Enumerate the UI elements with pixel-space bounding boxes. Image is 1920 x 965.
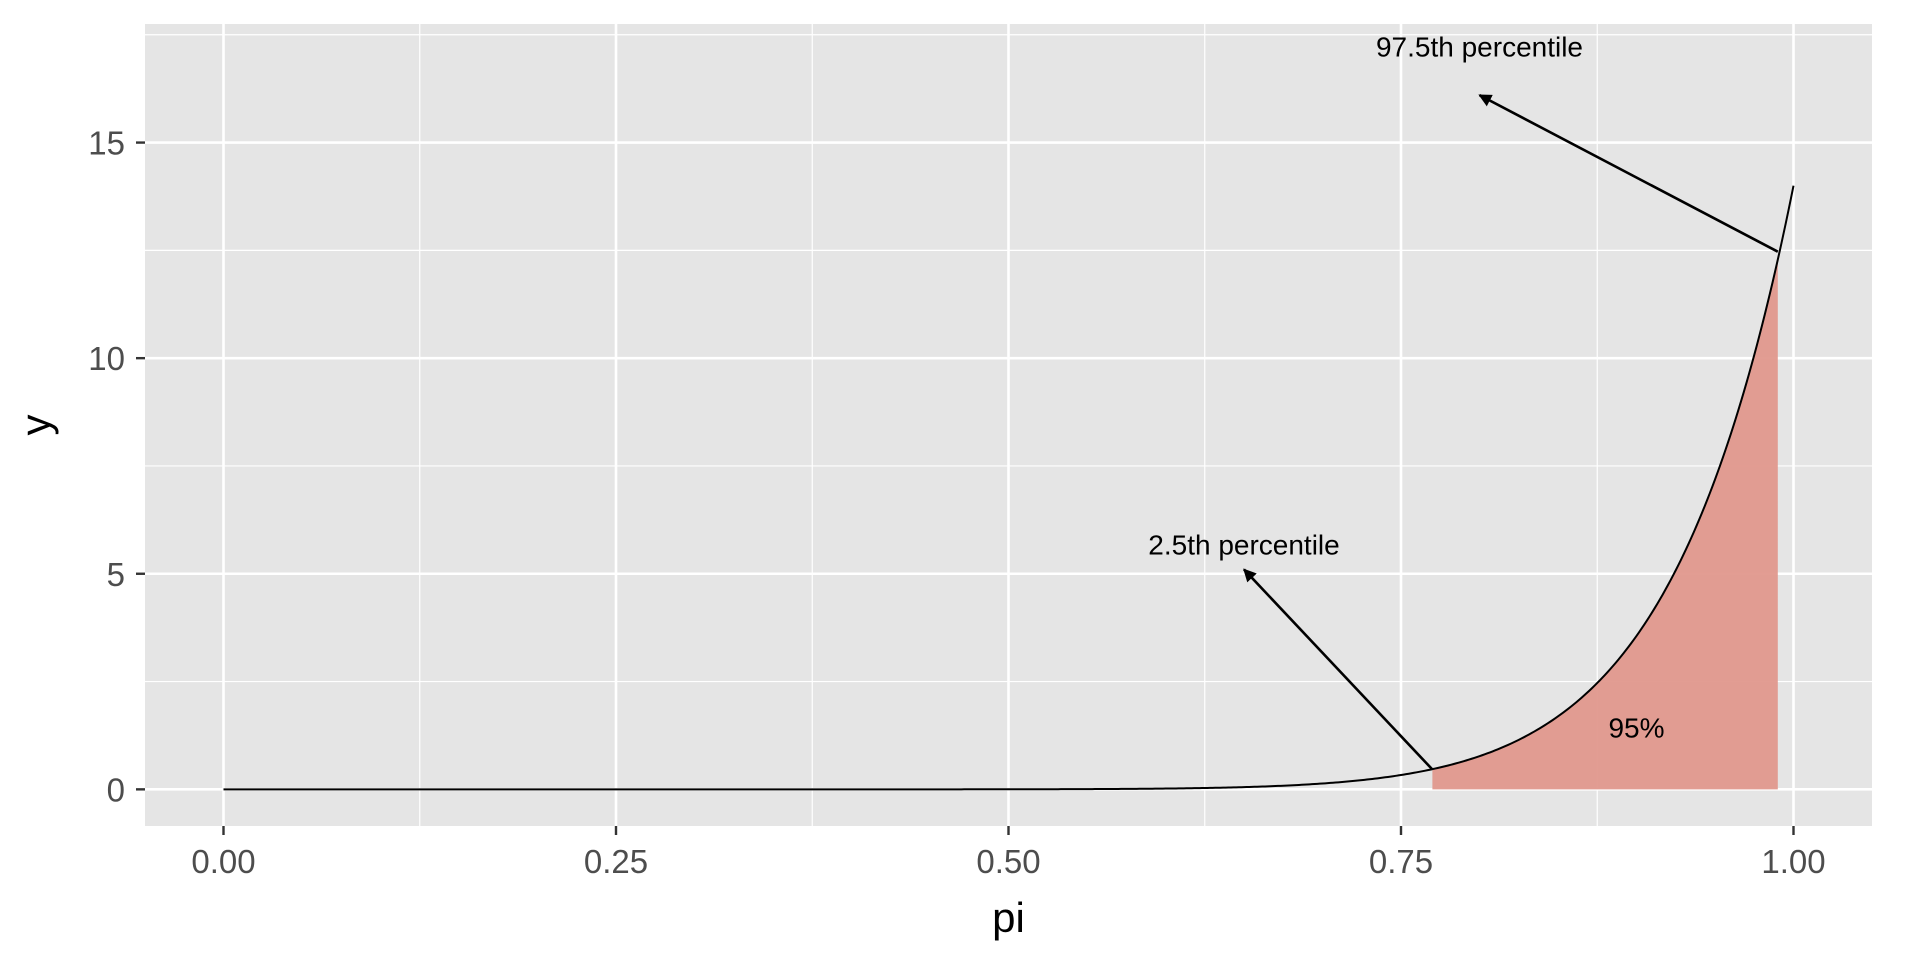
x-tick-label: 1.00 (1761, 843, 1825, 880)
annotation-arrow (1243, 568, 1434, 771)
annotations: 2.5th percentile 97.5th percentile (1148, 31, 1779, 771)
annotation-label: 97.5th percentile (1376, 31, 1583, 62)
x-tick-label: 0.50 (976, 843, 1040, 880)
y-tick-label: 0 (107, 771, 125, 808)
annotation-arrow (1478, 93, 1779, 253)
shaded-area-group: 95% (1432, 259, 1778, 790)
y-tick-label: 15 (88, 125, 125, 162)
y-tick-label: 5 (107, 556, 125, 593)
density-line-group (223, 185, 1795, 791)
y-tick-label: 10 (88, 340, 125, 377)
density-line (223, 185, 1795, 791)
y-axis-title: y (12, 415, 59, 436)
x-axis-title: pi (992, 894, 1025, 941)
x-tick-label: 0.75 (1369, 843, 1433, 880)
axes: 0.00 0.25 0.50 0.75 1.00 0 5 10 15 (88, 125, 1825, 880)
shaded-area-label: 95% (1608, 713, 1664, 744)
shaded-area (1432, 259, 1778, 790)
x-tick-label: 0.25 (584, 843, 648, 880)
x-tick-label: 0.00 (191, 843, 255, 880)
annotation-label: 2.5th percentile (1148, 529, 1339, 560)
